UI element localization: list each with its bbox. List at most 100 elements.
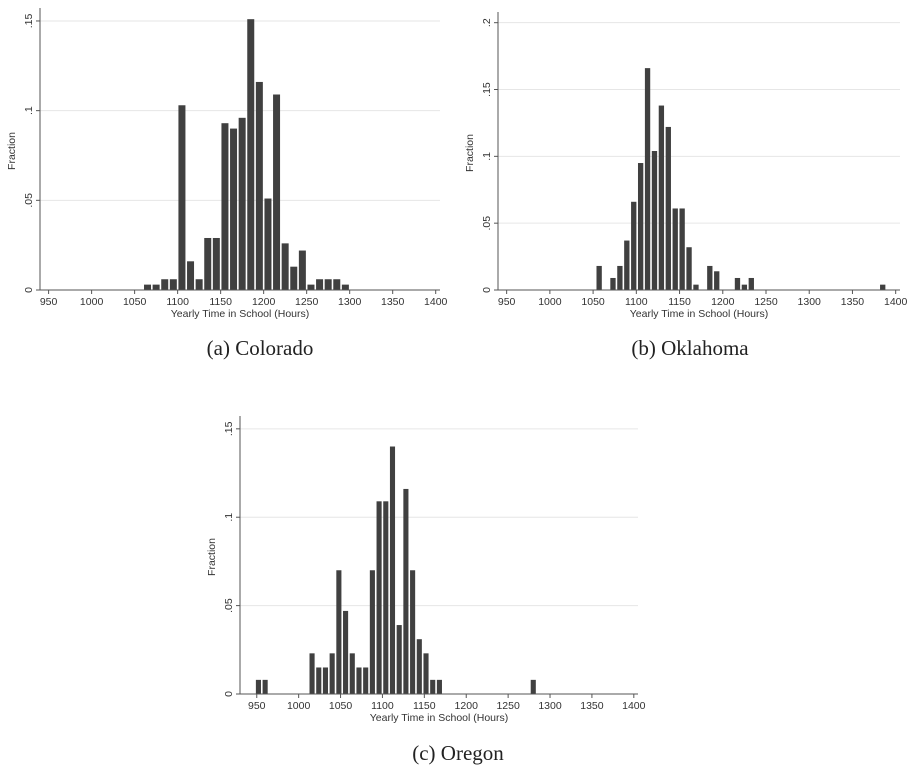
x-tick-label: 950 — [40, 296, 58, 308]
x-tick-label: 1200 — [455, 700, 479, 712]
x-tick-label: 1350 — [580, 700, 604, 712]
bar — [658, 105, 665, 291]
bar — [596, 265, 602, 290]
chart-colorado-caption: (a) Colorado — [206, 336, 314, 360]
y-axis-title: Fraction — [206, 538, 218, 576]
bar — [349, 653, 355, 694]
y-tick-label: .15 — [481, 82, 493, 97]
x-tick-label: 1150 — [209, 296, 232, 308]
bar — [610, 277, 616, 290]
x-tick-label: 1350 — [841, 296, 865, 308]
bar — [376, 501, 382, 694]
bar — [665, 126, 671, 290]
bar — [221, 123, 229, 290]
bar — [281, 243, 289, 290]
bar — [423, 653, 429, 694]
bar — [880, 284, 886, 290]
bar — [212, 237, 220, 290]
y-tick-label: 0 — [223, 691, 235, 697]
bar — [624, 240, 630, 290]
chart-colorado: 950 1000 1050 1100 1150 1200 1250 1300 1350 1400 0… — [0, 0, 458, 320]
y-tick-label: .05 — [23, 193, 35, 208]
bar — [363, 667, 369, 694]
bar — [343, 610, 349, 694]
x-tick-label: 1250 — [295, 296, 319, 308]
x-axis-title: Yearly Time in School (Hours) — [630, 308, 769, 320]
bar — [416, 639, 422, 694]
y-tick-label: 0 — [481, 287, 493, 293]
bar — [714, 271, 720, 290]
bar — [356, 667, 362, 694]
bar — [396, 625, 402, 694]
bar — [631, 201, 637, 290]
y-tick-label: .1 — [23, 106, 35, 115]
x-tick-label: 1050 — [123, 296, 147, 308]
bar — [307, 284, 315, 290]
bar — [430, 679, 436, 694]
bar — [161, 279, 169, 290]
x-tick-label: 1250 — [496, 700, 520, 712]
x-tick-label: 1400 — [424, 296, 448, 308]
y-axis-title: Fraction — [6, 132, 18, 170]
x-tick-label: 1350 — [381, 296, 405, 308]
bar — [195, 279, 203, 290]
bar — [322, 667, 329, 694]
y-tick-label: .1 — [223, 513, 235, 522]
bar — [273, 94, 281, 290]
y-tick-label: .1 — [481, 152, 493, 161]
bar — [644, 68, 651, 290]
bar — [238, 117, 246, 290]
bar — [290, 266, 298, 290]
chart-oklahoma-plot: 950 1000 1050 1100 1150 1200 1250 1300 1350 1400 0… — [464, 12, 908, 320]
y-tick-label: 0 — [23, 287, 35, 293]
x-tick-label: 1100 — [166, 296, 189, 308]
x-tick-label: 950 — [498, 296, 516, 308]
chart-oregon-plot: 950 1000 1050 1100 1150 1200 1250 1300 1350 1400 0… — [206, 416, 646, 724]
bar — [693, 284, 699, 290]
x-tick-label: 1300 — [798, 296, 822, 308]
chart-oregon-caption: (c) Oregon — [412, 741, 504, 765]
bar — [324, 279, 332, 290]
bar — [410, 570, 416, 694]
bar — [230, 128, 238, 290]
bar — [329, 653, 335, 694]
x-tick-label: 1100 — [625, 296, 648, 308]
bar — [204, 237, 212, 290]
x-tick-label: 1200 — [711, 296, 735, 308]
bar — [686, 247, 692, 290]
chart-oklahoma: 950 1000 1050 1100 1150 1200 1250 1300 1350 1400 0… — [458, 0, 916, 320]
bar — [679, 208, 685, 290]
x-axis-title: Yearly Time in School (Hours) — [171, 308, 310, 320]
bar — [341, 284, 349, 290]
bar — [734, 277, 741, 290]
bar — [369, 570, 375, 694]
x-tick-label: 1300 — [538, 700, 562, 712]
bar — [187, 261, 195, 290]
bar — [651, 150, 658, 290]
y-tick-label: .05 — [223, 598, 235, 613]
chart-colorado-plot: 950 1000 1050 1100 1150 1200 1250 1300 1350 1400 0… — [6, 8, 448, 320]
x-tick-label: 1400 — [884, 296, 908, 308]
bar — [255, 679, 261, 694]
x-tick-label: 1100 — [371, 700, 394, 712]
bar — [436, 679, 442, 694]
x-tick-label: 1000 — [80, 296, 104, 308]
bar — [333, 279, 341, 290]
x-tick-label: 1150 — [668, 296, 691, 308]
bar — [262, 679, 268, 694]
bar — [389, 446, 396, 694]
bar — [247, 19, 255, 290]
x-tick-label: 950 — [248, 700, 266, 712]
x-tick-label: 1050 — [581, 296, 605, 308]
x-tick-label: 1400 — [622, 700, 646, 712]
x-tick-label: 1200 — [252, 296, 276, 308]
bar — [178, 105, 186, 290]
bar — [255, 81, 263, 290]
bar — [637, 163, 644, 290]
y-tick-label: .05 — [481, 216, 493, 231]
x-tick-label: 1300 — [338, 296, 362, 308]
bar — [316, 667, 322, 694]
bar — [152, 284, 160, 290]
bar — [617, 265, 623, 290]
bar — [707, 265, 713, 290]
